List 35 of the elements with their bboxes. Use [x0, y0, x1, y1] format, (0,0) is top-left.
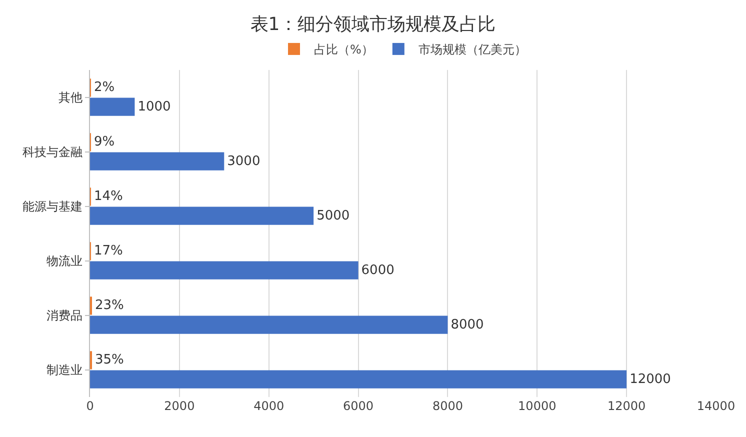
data-label: 14%: [94, 189, 123, 204]
x-tick-label: 4000: [254, 399, 284, 413]
data-label: 2%: [94, 80, 115, 96]
y-tick-label: 物流业: [46, 254, 83, 268]
legend-label: 市场规模（亿美元）: [418, 42, 526, 57]
y-tick-label: 能源与基建: [22, 199, 83, 214]
data-label: 23%: [95, 298, 124, 314]
x-tick-label: 8000: [432, 399, 463, 413]
legend-label: 占比（%）: [314, 42, 374, 57]
data-label: 8000: [450, 317, 484, 332]
bar: [90, 206, 314, 225]
bar: [90, 316, 448, 334]
y-tick-label: 消费品: [46, 308, 83, 322]
data-label: 6000: [361, 262, 394, 278]
bar: [90, 370, 627, 388]
bar: [90, 98, 135, 116]
y-tick-label: 其他: [58, 90, 83, 104]
data-label: 5000: [316, 208, 350, 224]
data-label: 3000: [227, 154, 260, 169]
x-tick-label: 10000: [518, 399, 556, 413]
data-label: 12000: [630, 372, 671, 387]
data-label: 17%: [94, 244, 123, 259]
y-tick-label: 科技与金融: [22, 144, 83, 159]
x-tick-label: 2000: [164, 399, 195, 413]
x-tick-label: 6000: [343, 399, 374, 413]
data-label: 9%: [94, 134, 115, 150]
x-tick-label: 14000: [696, 399, 736, 413]
x-tick-label: 0: [86, 399, 94, 413]
bar: [90, 152, 224, 170]
x-tick-label: 12000: [607, 399, 646, 413]
bar: [90, 261, 358, 280]
chart-title: 表1：细分领域市场规模及占比: [250, 14, 496, 36]
data-label: 1000: [138, 99, 171, 114]
y-tick-label: 制造业: [46, 362, 83, 377]
data-label: 35%: [95, 352, 124, 368]
